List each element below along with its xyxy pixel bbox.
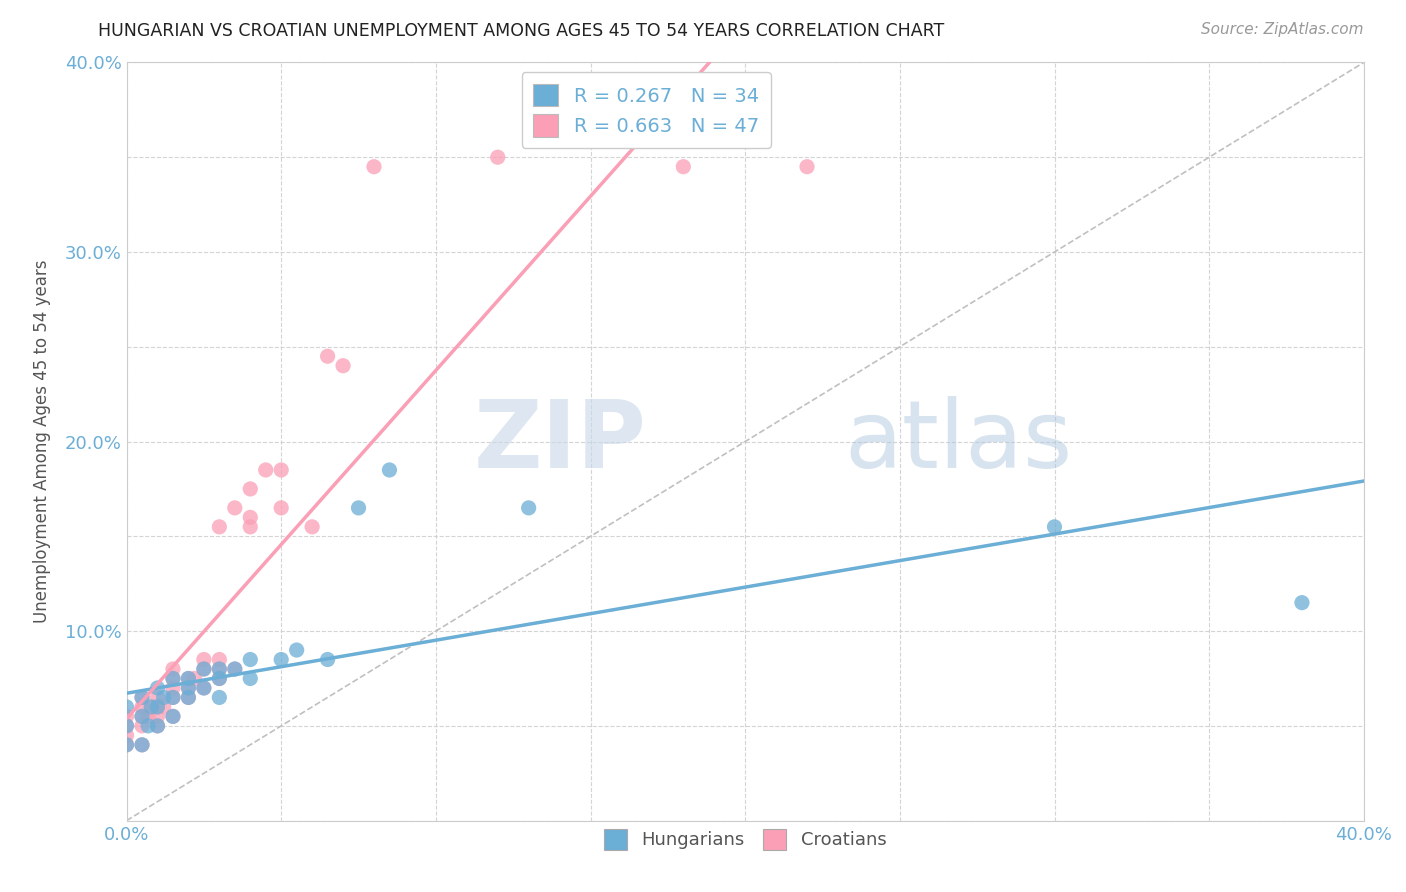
Point [146, 690, 169, 705]
Point [162, 690, 184, 705]
Point [193, 662, 215, 676]
Point [162, 709, 184, 723]
Point [146, 699, 169, 714]
Point [347, 500, 370, 515]
Point [131, 738, 153, 752]
Point [146, 681, 169, 695]
Point [208, 662, 231, 676]
Point [162, 672, 184, 686]
Point [115, 719, 138, 733]
Point [301, 520, 323, 534]
Point [316, 652, 339, 666]
Point [115, 699, 138, 714]
Point [796, 160, 818, 174]
Point [131, 709, 153, 723]
Text: Source: ZipAtlas.com: Source: ZipAtlas.com [1201, 22, 1364, 37]
Point [131, 738, 153, 752]
Text: HUNGARIAN VS CROATIAN UNEMPLOYMENT AMONG AGES 45 TO 54 YEARS CORRELATION CHART: HUNGARIAN VS CROATIAN UNEMPLOYMENT AMONG… [98, 22, 945, 40]
Point [183, 672, 205, 686]
Point [363, 160, 385, 174]
Point [152, 699, 174, 714]
Point [193, 662, 215, 676]
Point [208, 672, 231, 686]
Point [115, 728, 138, 742]
Point [146, 709, 169, 723]
Point [115, 719, 138, 733]
Point [239, 652, 262, 666]
Point [131, 699, 153, 714]
Point [1043, 520, 1066, 534]
Point [115, 709, 138, 723]
Point [131, 690, 153, 705]
Point [224, 662, 246, 676]
Point [239, 510, 262, 524]
Point [270, 652, 292, 666]
Point [115, 738, 138, 752]
Point [115, 738, 138, 752]
Y-axis label: Unemployment Among Ages 45 to 54 years: Unemployment Among Ages 45 to 54 years [32, 260, 51, 624]
Text: atlas: atlas [844, 395, 1073, 488]
Point [208, 662, 231, 676]
Point [146, 719, 169, 733]
Point [285, 643, 308, 657]
Point [224, 500, 246, 515]
Point [517, 500, 540, 515]
Point [177, 681, 200, 695]
Point [152, 690, 174, 705]
Point [131, 690, 153, 705]
Point [486, 150, 509, 164]
Point [136, 709, 159, 723]
Point [254, 463, 277, 477]
Point [1291, 596, 1313, 610]
Point [162, 672, 184, 686]
Point [208, 652, 231, 666]
Point [146, 719, 169, 733]
Point [136, 719, 159, 733]
Point [162, 681, 184, 695]
Point [177, 690, 200, 705]
Point [208, 672, 231, 686]
Point [270, 463, 292, 477]
Point [193, 652, 215, 666]
Point [146, 699, 169, 714]
Point [162, 690, 184, 705]
Point [177, 690, 200, 705]
Legend: Hungarians, Croatians: Hungarians, Croatians [596, 822, 894, 857]
Point [270, 500, 292, 515]
Point [162, 709, 184, 723]
Point [193, 681, 215, 695]
Point [177, 672, 200, 686]
Point [131, 719, 153, 733]
Point [332, 359, 354, 373]
Point [162, 662, 184, 676]
Point [177, 672, 200, 686]
Point [316, 349, 339, 363]
Point [224, 662, 246, 676]
Point [193, 681, 215, 695]
Point [208, 690, 231, 705]
Point [208, 520, 231, 534]
Text: ZIP: ZIP [474, 395, 647, 488]
Point [672, 160, 695, 174]
Point [141, 699, 163, 714]
Point [378, 463, 401, 477]
Point [131, 709, 153, 723]
Point [239, 672, 262, 686]
Point [239, 482, 262, 496]
Point [177, 681, 200, 695]
Point [239, 520, 262, 534]
Point [141, 699, 163, 714]
